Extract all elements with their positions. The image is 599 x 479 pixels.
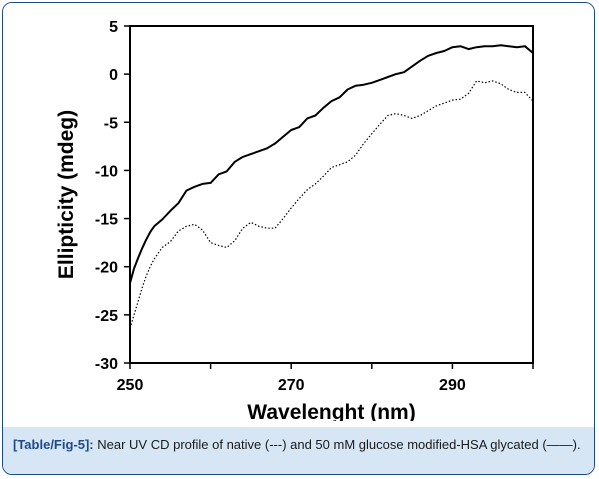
plot-border xyxy=(129,25,534,364)
caption-text: Near UV CD profile of native (---) and 5… xyxy=(93,437,581,452)
y-tick-label: -30 xyxy=(95,356,118,373)
y-tick-label: -20 xyxy=(95,260,118,277)
y-tick-label: -25 xyxy=(95,308,118,325)
figure-frame: 5 0 -5 -10 -15 -20 -25 -30 250 270 290 Wavelenght (… xyxy=(2,2,595,475)
caption-label: [Table/Fig-5]: xyxy=(13,437,94,452)
y-tick-label: -5 xyxy=(104,115,118,132)
x-axis-label: Wavelenght (nm) xyxy=(247,401,415,421)
line-chart: 5 0 -5 -10 -15 -20 -25 -30 250 270 290 Wavelenght (… xyxy=(55,19,534,424)
x-tick-label: 250 xyxy=(117,377,144,394)
chart-area: 5 0 -5 -10 -15 -20 -25 -30 250 270 290 Wavelenght (… xyxy=(3,3,594,424)
y-tick-label: -10 xyxy=(95,163,118,180)
y-axis-label: Ellipticity (mdeg) xyxy=(55,110,78,279)
x-tick-label: 290 xyxy=(439,377,466,394)
x-tick-label: 270 xyxy=(278,377,305,394)
figure-caption: [Table/Fig-5]: Near UV CD profile of nat… xyxy=(3,427,594,474)
y-tick-label: 5 xyxy=(109,19,118,36)
series-line-1 xyxy=(129,44,534,284)
y-tick-label: 0 xyxy=(109,67,118,84)
y-tick-label: -15 xyxy=(95,212,118,229)
series-line-2 xyxy=(129,80,534,329)
